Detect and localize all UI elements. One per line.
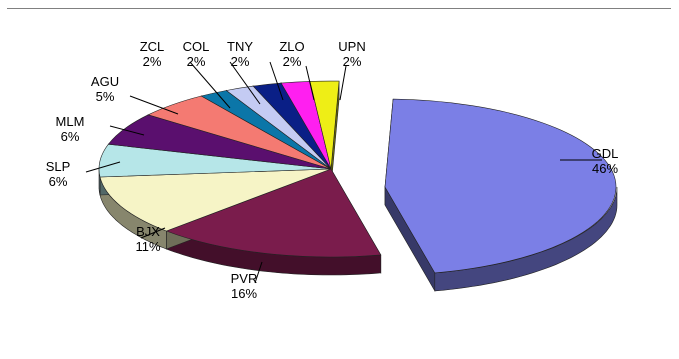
leader-line-zlo (305, 65, 315, 101)
slice-label-zlo: ZLO (279, 39, 304, 54)
leader-line-upn (339, 65, 347, 101)
slice-label-pvr: PVR (231, 271, 258, 286)
slice-label-zcl: ZCL (140, 39, 165, 54)
top-divider (7, 8, 671, 9)
slice-value-tny: 2% (231, 54, 250, 69)
slice-pvr (165, 168, 382, 258)
slice-value-mlm: 6% (61, 129, 80, 144)
pie-labels: GDL46%PVR16%BJX11%SLP6%MLM6%AGU5%ZCL2%CO… (46, 39, 619, 301)
pie-top-faces (98, 80, 617, 274)
leader-line-slp (85, 161, 121, 173)
slice-gdl-side (434, 186, 618, 292)
leader-line-mlm (109, 125, 145, 136)
leader-line-zcl (189, 61, 231, 109)
slice-bjx (99, 168, 332, 232)
leader-line-pvr (254, 261, 263, 284)
slice-value-zcl: 2% (143, 54, 162, 69)
slice-label-mlm: MLM (56, 114, 85, 129)
slice-label-tny: TNY (227, 39, 253, 54)
leader-line-col (229, 61, 261, 105)
leader-line-agu (129, 95, 179, 115)
slice-label-slp: SLP (46, 159, 71, 174)
slice-value-zlo: 2% (283, 54, 302, 69)
slice-value-slp: 6% (49, 174, 68, 189)
slice-label-agu: AGU (91, 74, 119, 89)
slice-label-bjx: BJX (136, 224, 160, 239)
slice-value-upn: 2% (343, 54, 362, 69)
slice-value-gdl: 46% (592, 161, 618, 176)
slice-label-col: COL (183, 39, 210, 54)
slice-value-pvr: 16% (231, 286, 257, 301)
slice-value-bjx: 11% (135, 239, 160, 254)
slice-label-gdl: GDL (592, 146, 619, 161)
slice-value-col: 2% (187, 54, 206, 69)
slice-value-agu: 5% (96, 89, 115, 104)
slice-gdl (384, 98, 617, 274)
slice-label-upn: UPN (338, 39, 365, 54)
leader-line-tny (269, 61, 284, 101)
leader-line-bjx (140, 227, 166, 239)
